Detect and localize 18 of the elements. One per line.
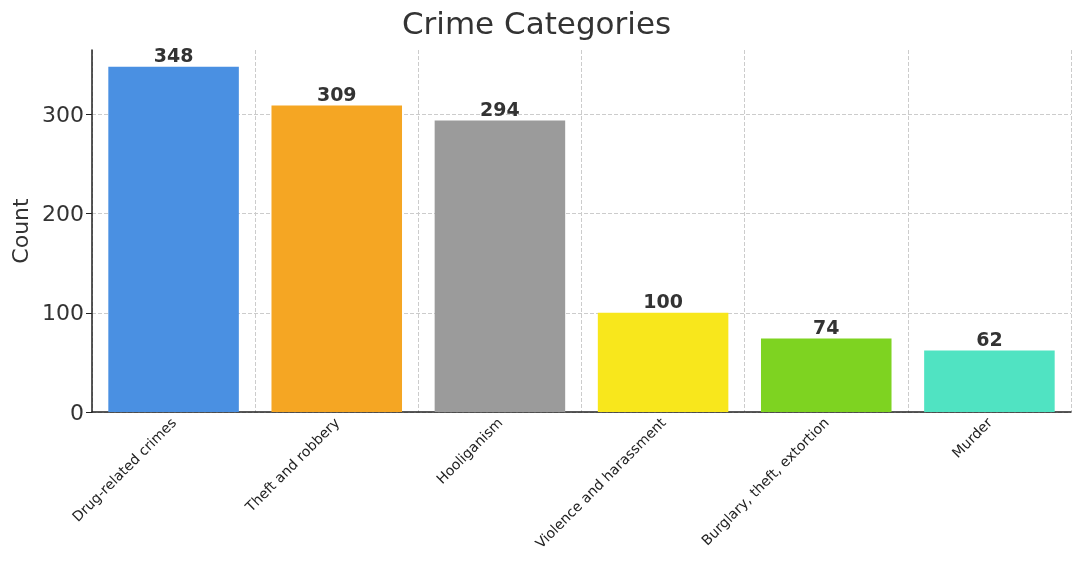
y-tick-label: 100 [42,300,84,326]
bar [597,312,729,412]
y-axis-title: Count [7,197,33,264]
bar [271,105,403,412]
bar [760,338,892,412]
data-label: 74 [813,316,840,339]
y-tick-label: 300 [42,101,84,127]
data-label: 294 [480,97,520,120]
bar [108,66,239,412]
data-label: 62 [976,328,1003,351]
y-tick-label: 200 [42,201,84,227]
chart-title: Crime Categories [401,4,672,41]
data-label: 309 [316,83,357,106]
y-tick-label: 0 [70,399,84,425]
data-label: 100 [643,290,683,313]
bar [924,350,1055,412]
data-label: 348 [153,44,194,67]
bar [434,120,566,412]
